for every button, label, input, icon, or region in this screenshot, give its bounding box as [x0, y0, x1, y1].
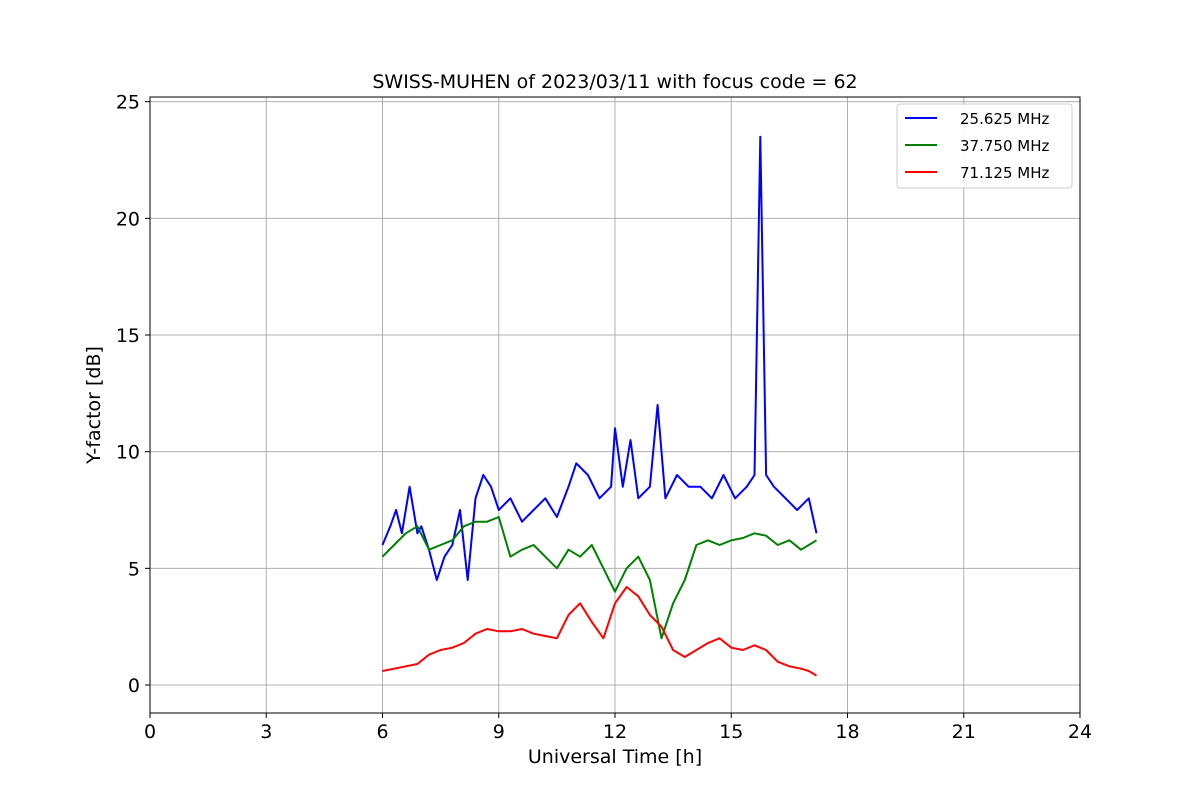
x-tick-label: 9 [493, 721, 505, 743]
x-tick-label: 24 [1068, 721, 1092, 743]
x-tick-label: 3 [260, 721, 272, 743]
legend-label-25625: 25.625 MHz [960, 110, 1049, 128]
legend-label-37750: 37.750 MHz [960, 137, 1049, 155]
series-line-37750 [381, 516, 818, 640]
legend-label-71125: 71.125 MHz [960, 164, 1049, 182]
y-tick-label: 15 [116, 325, 140, 347]
y-axis-label: Y-factor [dB] [83, 346, 105, 465]
x-tick-label: 18 [835, 721, 859, 743]
x-tick-label: 6 [376, 721, 388, 743]
series-line-71125 [382, 586, 818, 677]
x-tick-label: 15 [719, 721, 743, 743]
y-tick-label: 10 [116, 442, 140, 464]
series-line-25625 [381, 135, 818, 581]
series-layer [381, 135, 818, 677]
y-tick-label: 20 [116, 208, 140, 230]
y-tick-label: 5 [128, 558, 140, 580]
x-axis-label: Universal Time [h] [528, 746, 702, 768]
legend: 25.625 MHz 37.750 MHz 71.125 MHz [896, 103, 1073, 189]
chart-title: SWISS-MUHEN of 2023/03/11 with focus cod… [372, 71, 857, 93]
legend-box [896, 103, 1073, 189]
y-tick-label: 25 [116, 92, 140, 114]
y-tick-label: 0 [128, 675, 140, 697]
x-tick-label: 12 [603, 721, 627, 743]
x-tick-label: 0 [144, 721, 156, 743]
x-tick-label: 21 [952, 721, 976, 743]
ticks: 0 3 6 9 12 15 18 21 24 0 5 10 15 20 25 [116, 92, 1092, 743]
